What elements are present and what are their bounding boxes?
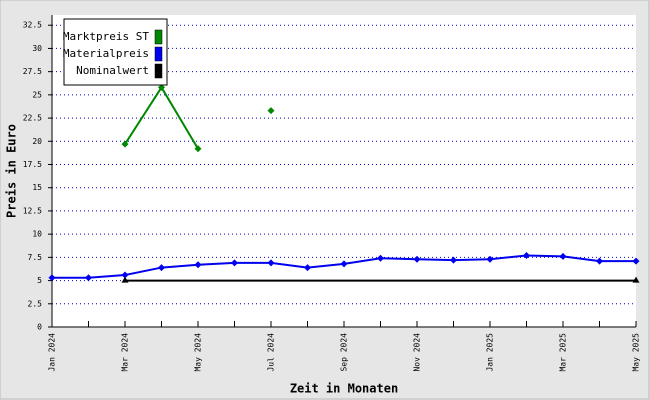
x-tick-label: Sep 2024 [340, 333, 349, 372]
y-tick-label: 2.5 [28, 299, 43, 308]
y-tick-label: 12.5 [23, 206, 42, 215]
diamond-marker [194, 145, 202, 153]
y-tick-label: 32.5 [23, 21, 42, 30]
diamond-marker [377, 254, 384, 262]
legend: Marktpreis ST Materialpreis Nominalwert [63, 18, 168, 86]
y-tick-label: 7.5 [28, 253, 43, 262]
y-tick-label: 15 [32, 183, 42, 192]
diamond-marker [121, 271, 129, 279]
diamond-marker [413, 255, 421, 263]
y-axis-label: Preis in Euro [5, 124, 19, 218]
legend-swatch [154, 29, 163, 45]
diamond-marker [523, 252, 530, 259]
legend-label: Nominalwert [76, 64, 149, 77]
diamond-marker [450, 256, 457, 264]
y-tick-label: 5 [37, 276, 42, 285]
diamond-marker [231, 259, 238, 267]
diamond-marker [340, 260, 348, 268]
x-tick-label: Nov 2024 [413, 333, 422, 372]
legend-swatch [154, 46, 163, 62]
x-tick-label: Jan 2025 [486, 333, 495, 372]
diamond-marker [267, 107, 275, 115]
legend-label: Materialpreis [63, 47, 149, 60]
y-tick-label: 0 [37, 323, 42, 332]
y-tick-label: 20 [32, 137, 42, 146]
diamond-marker [194, 261, 202, 269]
diamond-marker [85, 274, 92, 282]
diamond-marker [158, 264, 165, 272]
legend-box [63, 18, 168, 86]
diamond-marker [267, 259, 275, 267]
y-tick-label: 22.5 [23, 114, 42, 123]
x-tick-label: Jul 2024 [267, 333, 276, 372]
legend-swatch [154, 63, 163, 79]
x-tick-label: May 2025 [632, 333, 641, 372]
x-tick-label: Mar 2025 [559, 333, 568, 372]
diamond-marker [121, 140, 129, 148]
x-tick-label: Jan 2024 [48, 333, 57, 372]
y-tick-label: 27.5 [23, 67, 42, 76]
triangle-marker [121, 276, 129, 283]
diamond-marker [596, 257, 603, 265]
y-tick-label: 10 [32, 230, 42, 239]
y-tick-label: 30 [32, 44, 42, 53]
diamond-marker [158, 83, 165, 91]
x-tick-label: Mar 2024 [121, 333, 130, 372]
x-tick-label: May 2024 [194, 333, 203, 372]
diamond-marker [304, 264, 311, 272]
triangle-marker [632, 276, 640, 283]
x-axis-label: Zeit in Monaten [290, 382, 398, 396]
y-tick-label: 17.5 [23, 160, 42, 169]
y-tick-label: 25 [32, 90, 42, 99]
legend-label: Marktpreis ST [63, 30, 149, 43]
diamond-marker [632, 257, 640, 265]
diamond-marker [48, 274, 56, 282]
diamond-marker [486, 255, 494, 263]
diamond-marker [559, 252, 567, 260]
